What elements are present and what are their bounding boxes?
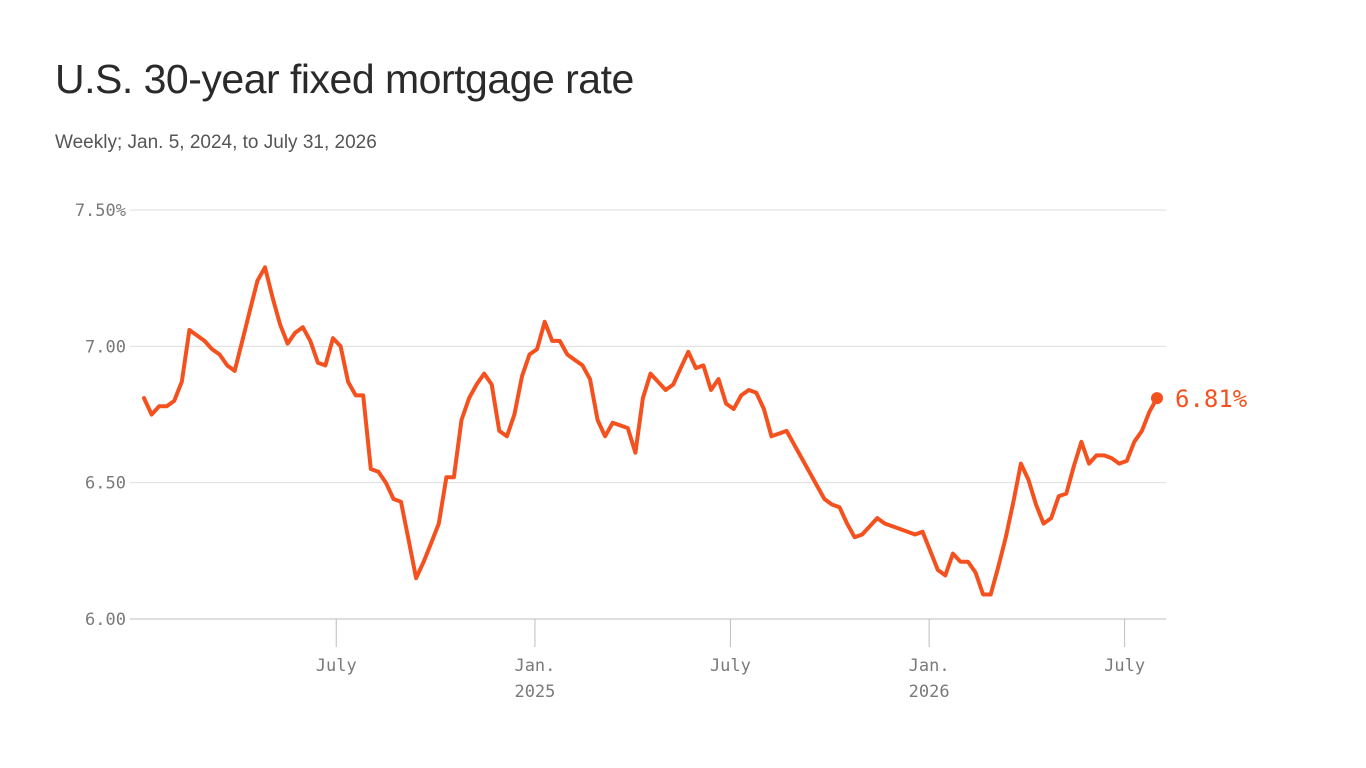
series-layer: [142, 265, 1163, 597]
series-line: [142, 265, 1159, 597]
y-tick-label: 7.50%: [75, 201, 126, 221]
x-tick-label: July: [1104, 656, 1145, 676]
end-value-label: 6.81%: [1175, 385, 1248, 413]
y-gridlines: 7.50% 7.00 6.50 6.00: [75, 201, 1166, 630]
x-tick-year-label: 2026: [909, 682, 950, 702]
x-axis: July Jan. 2025 July Jan. 2026 July: [316, 619, 1145, 702]
x-tick-label: July: [316, 656, 357, 676]
x-tick-year-label: 2025: [514, 682, 555, 702]
x-tick-label: July: [710, 656, 751, 676]
end-point: [1151, 392, 1163, 405]
y-tick-label: 7.00: [85, 337, 126, 357]
y-tick-label: 6.00: [85, 610, 126, 630]
chart-title: U.S. 30-year fixed mortgage rate: [55, 56, 634, 102]
y-tick-label: 6.50: [85, 474, 126, 494]
x-tick-label: Jan.: [514, 656, 555, 676]
x-tick-label: Jan.: [909, 656, 950, 676]
chart-subtitle: Weekly; Jan. 5, 2024, to July 31, 2026: [55, 132, 377, 153]
